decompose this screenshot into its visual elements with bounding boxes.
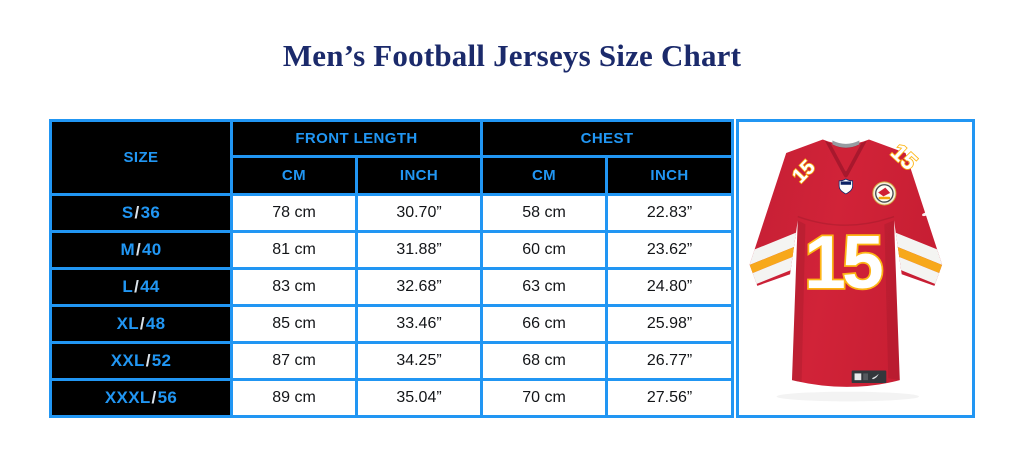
- size-chart-container: SIZE FRONT LENGTH CHEST CM INCH CM INCH …: [49, 119, 976, 418]
- col-header-front-cm: CM: [230, 155, 358, 196]
- size-number: 56: [157, 388, 178, 407]
- chest-cm-value: 60 cm: [480, 230, 609, 270]
- front-length-cm-value: 85 cm: [230, 304, 358, 344]
- chiefs-patch-icon: [872, 181, 897, 206]
- table-row-m40: M/40 81 cm 31.88” 60 cm 23.62”: [49, 230, 735, 270]
- front-length-inch-value: 35.04”: [354, 378, 484, 418]
- col-header-chest-cm: CM: [480, 155, 609, 196]
- side-mesh-right: [884, 220, 900, 381]
- chest-cm-value: 63 cm: [480, 267, 609, 307]
- header-group-row: SIZE FRONT LENGTH CHEST: [49, 119, 735, 196]
- size-label: XL/48: [49, 304, 233, 344]
- jersey-image-panel: 15 15 15: [736, 119, 976, 418]
- size-separator: /: [134, 203, 140, 222]
- chest-inch-value: 22.83”: [605, 193, 735, 233]
- chest-inch-value: 27.56”: [605, 378, 735, 418]
- nfl-shield-icon: [838, 178, 854, 195]
- front-length-inch-value: 32.68”: [354, 267, 484, 307]
- size-name: XL: [116, 314, 139, 333]
- col-header-chest: CHEST: [480, 119, 735, 158]
- size-name: S: [121, 203, 134, 222]
- size-label: L/44: [49, 267, 233, 307]
- size-chart-table: SIZE FRONT LENGTH CHEST CM INCH CM INCH …: [49, 119, 735, 418]
- size-number: 44: [140, 277, 160, 296]
- front-length-inch-value: 33.46”: [354, 304, 484, 344]
- jersey-product-image: 15 15 15: [749, 138, 943, 402]
- size-name: XXL: [110, 351, 145, 370]
- col-header-chest-inch: INCH: [605, 155, 735, 196]
- front-length-inch-value: 34.25”: [354, 341, 484, 381]
- page-title: Men’s Football Jerseys Size Chart: [282, 38, 742, 73]
- size-number: 40: [141, 240, 162, 259]
- table-row-xxxl56: XXXL/56 89 cm 35.04” 70 cm 27.56”: [49, 378, 735, 418]
- chest-inch-value: 24.80”: [605, 267, 735, 307]
- chest-cm-value: 58 cm: [480, 193, 609, 233]
- size-separator: /: [135, 240, 141, 259]
- size-name: XXXL: [104, 388, 151, 407]
- front-length-cm-value: 78 cm: [230, 193, 358, 233]
- jersey-body: [749, 139, 943, 387]
- size-name: M: [120, 240, 135, 259]
- jersey-number-chest: 15: [804, 220, 882, 304]
- header-sub-row: CM INCH CM INCH: [51, 155, 735, 196]
- table-row-xxl52: XXL/52 87 cm 34.25” 68 cm 26.77”: [49, 341, 735, 381]
- size-label: M/40: [49, 230, 233, 270]
- jersey-shadow: [776, 391, 920, 402]
- front-length-cm-value: 89 cm: [230, 378, 358, 418]
- chest-cm-value: 70 cm: [480, 378, 609, 418]
- size-name: L: [122, 277, 134, 296]
- size-separator: /: [139, 314, 145, 333]
- size-label: XXL/52: [49, 341, 233, 381]
- front-length-cm-value: 87 cm: [230, 341, 358, 381]
- front-length-cm-value: 81 cm: [230, 230, 358, 270]
- size-label: S/36: [49, 193, 233, 233]
- chest-cm-value: 66 cm: [480, 304, 609, 344]
- jock-tag: [851, 370, 887, 384]
- chest-inch-value: 26.77”: [605, 341, 735, 381]
- chest-inch-value: 23.62”: [605, 230, 735, 270]
- size-separator: /: [134, 277, 140, 296]
- front-length-cm-value: 83 cm: [230, 267, 358, 307]
- side-mesh-left: [791, 220, 806, 383]
- col-header-size: SIZE: [49, 119, 233, 196]
- table-row-l44: L/44 83 cm 32.68” 63 cm 24.80”: [49, 267, 735, 307]
- size-label: XXXL/56: [49, 378, 233, 418]
- collar-back-trim: [832, 140, 860, 148]
- chest-seam: [797, 215, 895, 226]
- size-separator: /: [151, 388, 157, 407]
- nike-swoosh-icon: [922, 203, 939, 217]
- chest-inch-value: 25.98”: [605, 304, 735, 344]
- table-row-xl48: XL/48 85 cm 33.46” 66 cm 25.98”: [49, 304, 735, 344]
- size-number: 52: [151, 351, 172, 370]
- front-length-inch-value: 31.88”: [354, 230, 484, 270]
- size-separator: /: [145, 351, 151, 370]
- front-length-inch-value: 30.70”: [354, 193, 484, 233]
- table-row-s36: S/36 78 cm 30.70” 58 cm 22.83”: [49, 193, 735, 233]
- chest-cm-value: 68 cm: [480, 341, 609, 381]
- col-header-front-inch: INCH: [354, 155, 484, 196]
- collar-inner: [830, 143, 862, 172]
- size-number: 48: [145, 314, 166, 333]
- col-header-front-length: FRONT LENGTH: [229, 119, 484, 158]
- size-number: 36: [140, 203, 161, 222]
